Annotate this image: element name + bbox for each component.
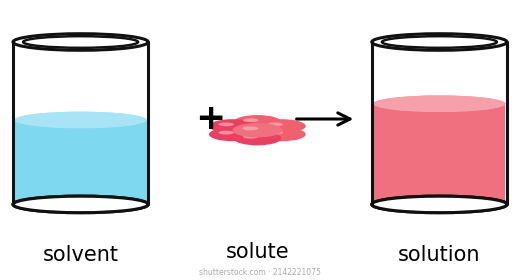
Ellipse shape (209, 119, 256, 133)
Ellipse shape (15, 112, 147, 128)
Ellipse shape (218, 122, 234, 126)
Polygon shape (15, 120, 147, 200)
Text: solution: solution (398, 245, 480, 265)
Ellipse shape (373, 193, 505, 208)
Text: shutterstock.com · 2142221075: shutterstock.com · 2142221075 (199, 268, 321, 277)
Ellipse shape (13, 196, 148, 213)
Polygon shape (372, 42, 507, 204)
Ellipse shape (233, 132, 281, 145)
Ellipse shape (373, 95, 505, 112)
Ellipse shape (373, 95, 505, 112)
Ellipse shape (373, 197, 506, 211)
Ellipse shape (243, 135, 258, 139)
Ellipse shape (258, 127, 306, 141)
Ellipse shape (242, 126, 258, 130)
Text: +: + (196, 102, 226, 136)
Ellipse shape (268, 131, 283, 134)
Ellipse shape (15, 112, 147, 128)
Text: solvent: solvent (43, 245, 119, 265)
Ellipse shape (372, 34, 507, 50)
Ellipse shape (268, 122, 283, 126)
Ellipse shape (233, 115, 281, 129)
Ellipse shape (218, 131, 234, 134)
Ellipse shape (13, 34, 148, 50)
Ellipse shape (209, 127, 256, 141)
Ellipse shape (373, 193, 505, 208)
Polygon shape (373, 104, 505, 200)
Ellipse shape (258, 119, 306, 133)
Ellipse shape (14, 197, 147, 211)
Ellipse shape (15, 193, 147, 208)
Polygon shape (15, 120, 147, 200)
Text: solute: solute (226, 242, 289, 262)
Ellipse shape (372, 196, 507, 213)
Ellipse shape (15, 193, 147, 208)
Polygon shape (373, 104, 505, 200)
Polygon shape (13, 42, 148, 204)
Ellipse shape (243, 118, 258, 122)
Ellipse shape (232, 123, 282, 137)
